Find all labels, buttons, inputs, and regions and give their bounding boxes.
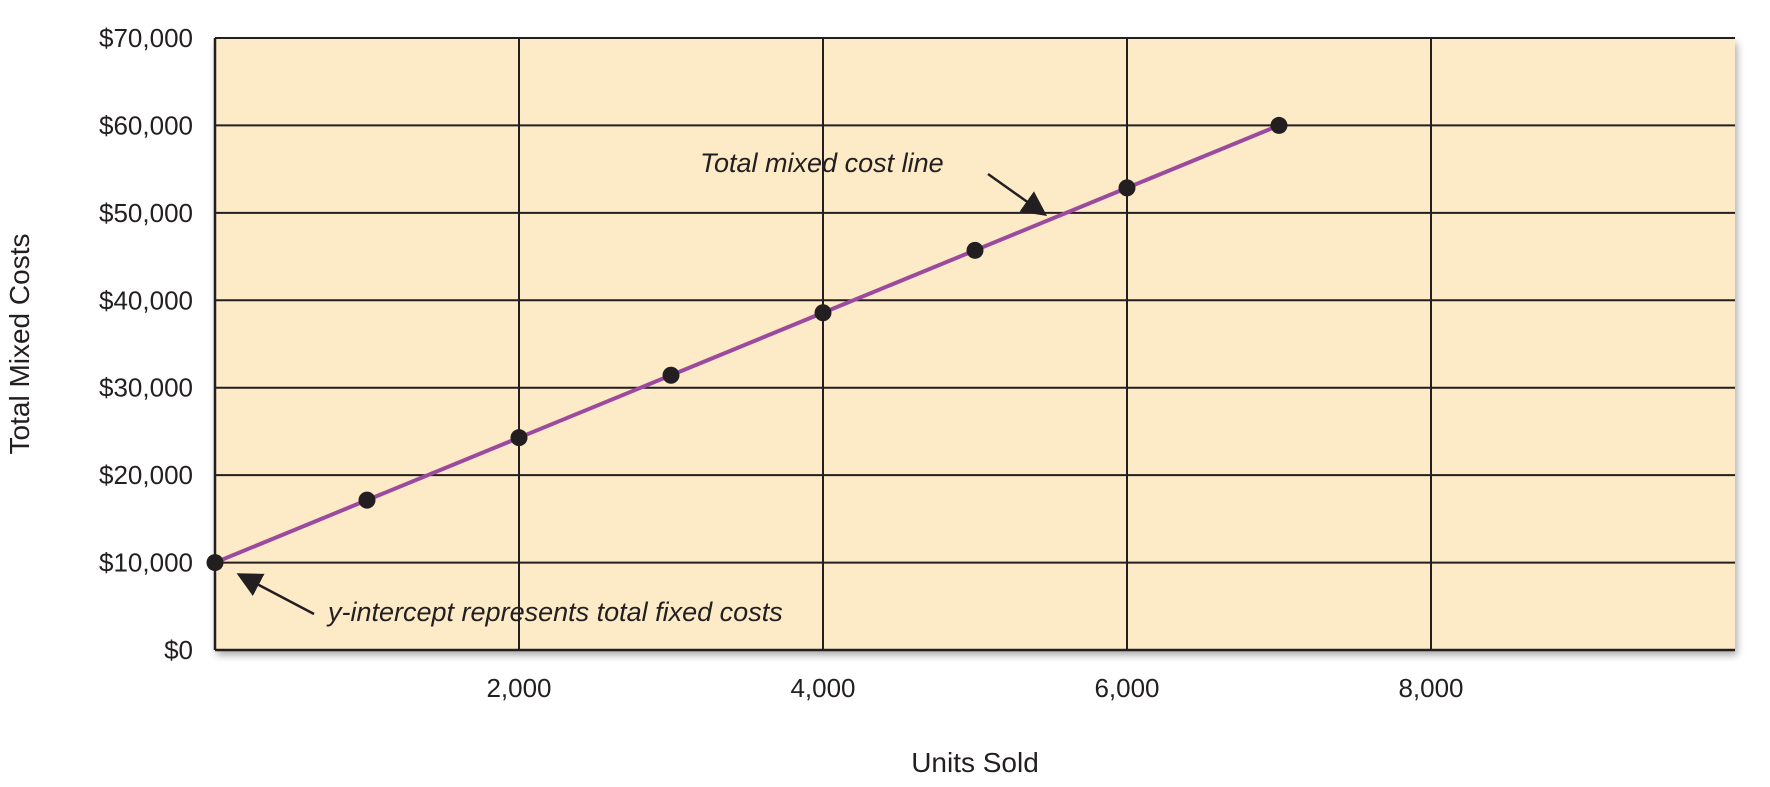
- x-tick-label: 8,000: [1398, 673, 1463, 703]
- x-tick-label: 6,000: [1094, 673, 1159, 703]
- data-series: [206, 116, 1288, 572]
- y-tick-label: $10,000: [99, 548, 193, 578]
- y-tick-label: $70,000: [99, 23, 193, 53]
- x-tick-label: 4,000: [790, 673, 855, 703]
- data-point: [206, 554, 224, 572]
- y-tick-label: $40,000: [99, 285, 193, 315]
- annotation-arrow: [987, 172, 1048, 216]
- y-tick-label: $0: [164, 635, 193, 665]
- tick-labels: $0 $10,000 $20,000 $30,000 $40,000 $50,000 $60…: [99, 23, 1464, 703]
- y-tick-label: $50,000: [99, 198, 193, 228]
- data-point: [662, 366, 680, 384]
- annotation-arrow: [236, 573, 315, 616]
- axes: [213, 38, 1735, 652]
- annotation-label: y-intercept represents total fixed costs: [326, 597, 783, 627]
- data-point: [510, 429, 528, 447]
- y-tick-label: $20,000: [99, 460, 193, 490]
- data-point: [1270, 116, 1288, 134]
- x-axis-title: Units Sold: [911, 747, 1039, 778]
- y-tick-label: $60,000: [99, 110, 193, 140]
- annotations: Total mixed cost line y-intercept represe…: [236, 148, 1048, 627]
- annotation-label: Total mixed cost line: [700, 148, 944, 178]
- data-point: [814, 304, 832, 322]
- data-point: [966, 241, 984, 259]
- y-tick-label: $30,000: [99, 373, 193, 403]
- data-point: [358, 491, 376, 509]
- gridlines: [215, 37, 1735, 650]
- data-point: [1118, 179, 1136, 197]
- total-mixed-cost-line: [214, 123, 1280, 565]
- x-tick-label: 2,000: [486, 673, 551, 703]
- y-axis-title: Total Mixed Costs: [4, 234, 35, 455]
- plot-area: [215, 38, 1735, 650]
